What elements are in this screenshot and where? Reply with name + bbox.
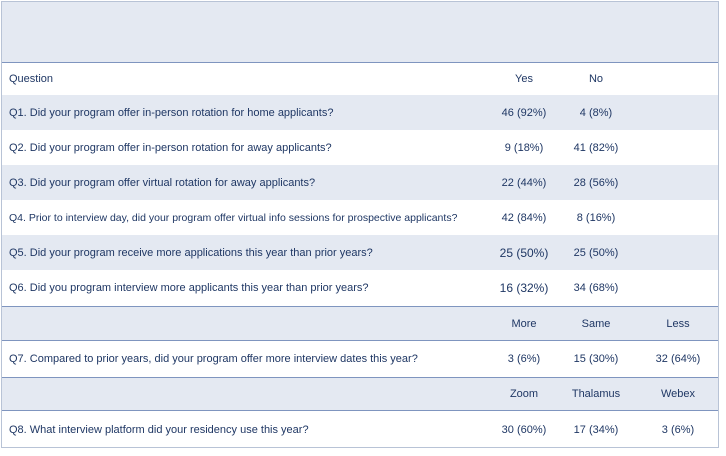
no-value: 41 (82%)	[573, 141, 619, 154]
thalamus-value: 17 (34%)	[573, 424, 619, 436]
question-text: Q7. Compared to prior years, did your pr…	[9, 353, 418, 365]
header-thalamus: Thalamus	[571, 388, 621, 400]
same-value: 15 (30%)	[573, 353, 619, 365]
question-text: Q4. Prior to interview day, did your pro…	[9, 211, 458, 224]
table-row: Q1. Did your program offer in-person rot…	[2, 95, 718, 130]
table-row: Q7. Compared to prior years, did your pr…	[2, 340, 718, 377]
question-text: Q2. Did your program offer in-person rot…	[9, 141, 332, 154]
table-row: Q2. Did your program offer in-person rot…	[2, 130, 718, 165]
more-value: 3 (6%)	[507, 353, 541, 365]
no-value: 4 (8%)	[579, 106, 613, 119]
yes-value: 22 (44%)	[501, 176, 547, 189]
table-row: Q3. Did your program offer virtual rotat…	[2, 165, 718, 200]
survey-table: Question Yes No Q1. Did your program off…	[1, 1, 719, 448]
comparison-header-row: More Same Less	[2, 306, 718, 340]
table-row: Q4. Prior to interview day, did your pro…	[2, 200, 718, 235]
yes-value: 42 (84%)	[501, 211, 547, 224]
header-zoom: Zoom	[509, 388, 539, 400]
webex-value: 3 (6%)	[661, 424, 695, 436]
question-text: Q8. What interview platform did your res…	[9, 424, 309, 436]
no-value: 25 (50%)	[573, 246, 619, 259]
table-row: Q6. Did you program interview more appli…	[2, 270, 718, 306]
no-value: 8 (16%)	[576, 211, 616, 224]
question-text: Q5. Did your program receive more applic…	[9, 246, 373, 259]
column-header-row: Question Yes No	[2, 62, 718, 95]
yes-value: 46 (92%)	[501, 106, 547, 119]
yes-value: 25 (50%)	[499, 245, 549, 260]
header-webex: Webex	[660, 388, 696, 400]
header-question: Question	[9, 73, 54, 85]
less-value: 32 (64%)	[655, 353, 701, 365]
no-value: 28 (56%)	[573, 176, 619, 189]
question-text: Q1. Did your program offer in-person rot…	[9, 106, 334, 119]
header-no: No	[588, 73, 604, 85]
zoom-value: 30 (60%)	[501, 424, 547, 436]
table-row: Q5. Did your program receive more applic…	[2, 235, 718, 270]
header-more: More	[511, 317, 537, 330]
question-text: Q3. Did your program offer virtual rotat…	[9, 176, 316, 189]
header-less: Less	[666, 317, 690, 330]
table-title-band	[2, 2, 718, 62]
platform-header-row: Zoom Thalamus Webex	[2, 377, 718, 410]
table-row: Q8. What interview platform did your res…	[2, 410, 718, 447]
no-value: 34 (68%)	[573, 282, 619, 294]
header-same: Same	[581, 317, 611, 330]
yes-value: 16 (32%)	[499, 281, 549, 295]
question-text: Q6. Did you program interview more appli…	[9, 282, 369, 294]
header-yes: Yes	[515, 73, 533, 85]
yes-value: 9 (18%)	[504, 141, 544, 154]
